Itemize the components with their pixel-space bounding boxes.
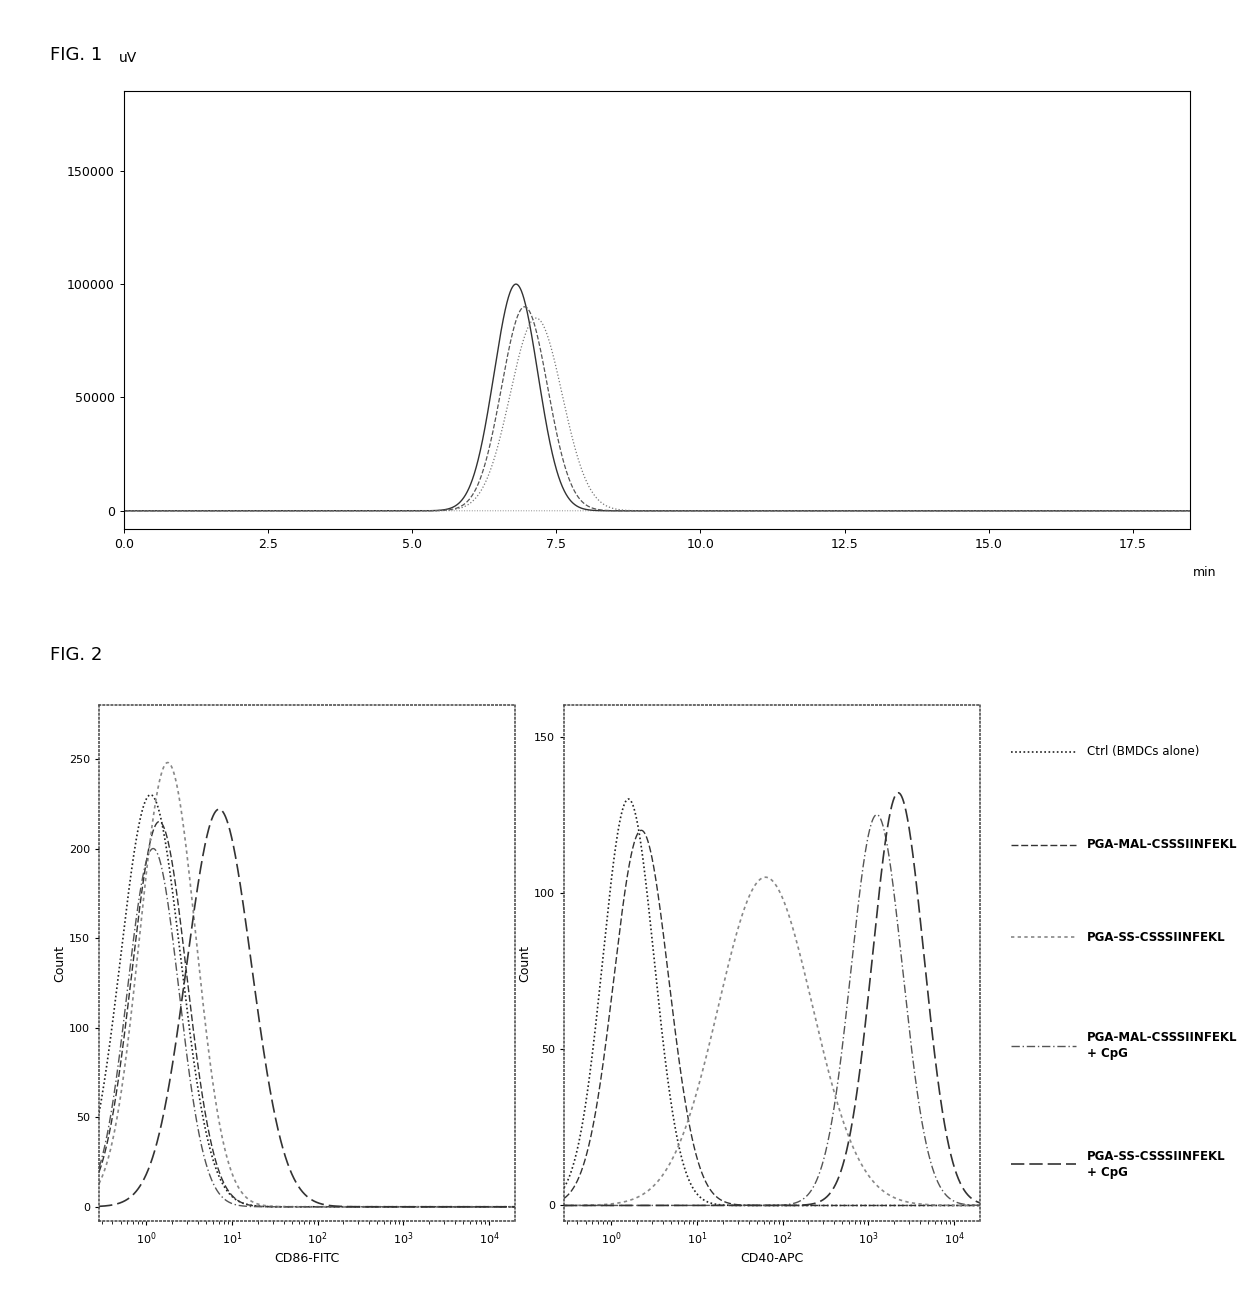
Y-axis label: Count: Count xyxy=(518,944,532,982)
Text: PGA-MAL-CSSSIINFEKL: PGA-MAL-CSSSIINFEKL xyxy=(1086,838,1238,852)
Text: FIG. 1: FIG. 1 xyxy=(50,46,102,64)
X-axis label: CD40-APC: CD40-APC xyxy=(740,1252,804,1266)
Text: min: min xyxy=(1193,565,1216,579)
Text: PGA-MAL-CSSSIINFEKL
+ CpG: PGA-MAL-CSSSIINFEKL + CpG xyxy=(1086,1032,1238,1060)
Y-axis label: Count: Count xyxy=(53,944,66,982)
Text: PGA-SS-CSSSIINFEKL: PGA-SS-CSSSIINFEKL xyxy=(1086,931,1225,944)
Text: FIG. 2: FIG. 2 xyxy=(50,646,102,665)
Text: PGA-SS-CSSSIINFEKL
+ CpG: PGA-SS-CSSSIINFEKL + CpG xyxy=(1086,1149,1225,1179)
X-axis label: CD86-FITC: CD86-FITC xyxy=(274,1252,340,1266)
Text: Ctrl (BMDCs alone): Ctrl (BMDCs alone) xyxy=(1086,746,1199,759)
Text: uV: uV xyxy=(119,51,136,65)
